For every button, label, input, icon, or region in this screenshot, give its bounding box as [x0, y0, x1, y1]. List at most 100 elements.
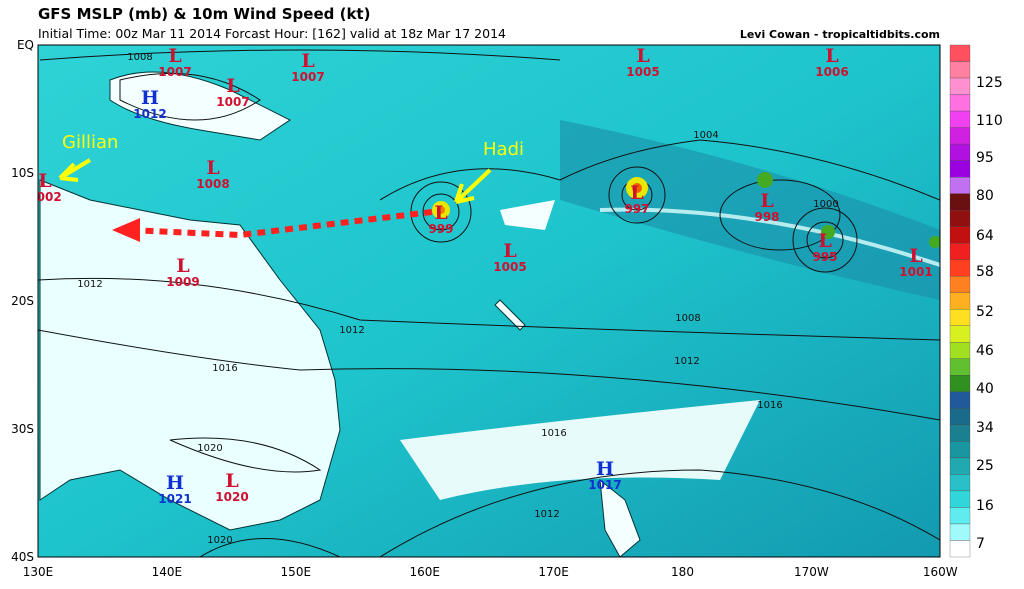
- isobar-label: 1008: [127, 52, 152, 63]
- center-symbol: L: [818, 230, 831, 252]
- center-symbol: L: [38, 170, 51, 192]
- colorbar-cell: [949, 127, 971, 145]
- colorbar-label: 52: [976, 304, 994, 320]
- lon-label: 160W: [923, 565, 958, 579]
- colorbar-cell: [949, 490, 971, 508]
- colorbar-cell: [949, 457, 971, 475]
- colorbar-cell: [949, 391, 971, 409]
- lon-label: 140E: [152, 565, 183, 579]
- colorbar-cell: [949, 160, 971, 178]
- colorbar-cell: [949, 210, 971, 227]
- center-symbol: L: [434, 202, 447, 224]
- isobar-label: 1012: [674, 356, 699, 367]
- label-gillian: Gillian: [62, 132, 118, 153]
- isobar-label: 1020: [197, 443, 222, 454]
- calm-area: [400, 400, 760, 500]
- colorbar-cell: [949, 358, 971, 376]
- isobar-label: 1004: [693, 130, 718, 141]
- island-calm: [500, 200, 555, 230]
- center-symbol: L: [503, 240, 516, 262]
- lon-label: 150E: [281, 565, 312, 579]
- colorbar-cell: [949, 176, 971, 194]
- center-symbol: H: [596, 458, 614, 480]
- lon-label: 180: [671, 565, 694, 579]
- isobar-label: 1016: [757, 400, 782, 411]
- lat-label: EQ: [17, 38, 34, 52]
- colorbar-label: 25: [976, 458, 994, 474]
- center-value: 1007: [158, 65, 191, 79]
- colorbar-cell: [949, 441, 971, 459]
- center-value: 1012: [133, 107, 166, 121]
- isobar-labels: 1008 1012 1012 1016 1020 1020 1004 1000 1008 1012…: [77, 52, 838, 546]
- lon-label: 170E: [538, 565, 569, 579]
- colorbar-label: 95: [976, 150, 994, 166]
- colorbar-cell: [949, 143, 971, 161]
- lon-label: 170W: [794, 565, 829, 579]
- isobar-label: 1012: [77, 279, 102, 290]
- colorbar-cell: [949, 94, 971, 112]
- colorbar-cell: [949, 77, 971, 95]
- colorbar-label: 34: [976, 420, 994, 436]
- wind-streak: [599, 207, 940, 267]
- wind-band: [560, 120, 940, 300]
- map-body: 1008 1012 1012 1016 1020 1020 1004 1000 1008 1012…: [28, 45, 940, 557]
- center-value: 997: [624, 202, 649, 216]
- colorbar-cell: [949, 325, 971, 343]
- colorbar-cell: [949, 424, 971, 442]
- center-value: 999: [428, 222, 453, 236]
- label-hadi: Hadi: [483, 139, 524, 160]
- center-symbol: L: [226, 75, 239, 97]
- center-symbol: L: [168, 45, 181, 67]
- colorbar-label: 16: [976, 498, 994, 514]
- colorbar-cell: [949, 259, 971, 277]
- new-caledonia: [494, 299, 526, 331]
- colorbar-cell: [949, 540, 971, 558]
- center-value: 1001: [899, 265, 932, 279]
- center-value: 1020: [215, 490, 248, 504]
- center-value: 1005: [493, 260, 526, 274]
- colorbar-cell: [949, 408, 971, 426]
- arrow-gillian: [58, 158, 92, 182]
- lat-label: 20S: [11, 294, 34, 308]
- title: GFS MSLP (mb) & 10m Wind Speed (kt): [38, 5, 370, 23]
- colorbar-cell: [949, 523, 971, 541]
- isobar-label: 1016: [541, 428, 566, 439]
- colorbar-cell: [949, 61, 971, 79]
- colorbar-cell: [949, 243, 971, 260]
- center-value: 1002: [28, 190, 61, 204]
- center-value: 1021: [158, 492, 191, 506]
- center-value: 1008: [196, 177, 229, 191]
- lon-label: 160E: [409, 565, 440, 579]
- center-symbol: L: [630, 182, 643, 204]
- colorbar-cell: [949, 342, 971, 359]
- isobar-label: 1020: [207, 535, 232, 546]
- track-arrow: [112, 218, 140, 242]
- colorbar-cell: [949, 507, 971, 525]
- colorbar-cell: [949, 110, 971, 128]
- colorbar-label: 46: [976, 343, 994, 359]
- colorbar-label: 58: [976, 264, 994, 280]
- storm-cores: [432, 172, 940, 248]
- lat-label: 30S: [11, 422, 34, 436]
- isobar-label: 1012: [534, 509, 559, 520]
- colorbar-cell: [949, 474, 971, 492]
- center-symbol: L: [636, 45, 649, 67]
- colorbar: 125 110 95 80 64 58 52 46 40 34 25 16 7: [949, 44, 1003, 558]
- center-value: 1007: [216, 95, 249, 109]
- center-symbol: L: [206, 157, 219, 179]
- colorbar-cell: [949, 193, 971, 211]
- colorbar-label: 125: [976, 75, 1003, 91]
- colorbar-label: 80: [976, 188, 994, 204]
- colorbar-cell: [949, 226, 971, 244]
- center-value: 1007: [291, 70, 324, 84]
- center-value: 1006: [815, 65, 848, 79]
- credit: Levi Cowan - tropicaltidbits.com: [740, 28, 940, 41]
- center-symbol: L: [909, 245, 922, 267]
- arrow-hadi: [454, 168, 492, 204]
- center-symbol: H: [141, 87, 159, 109]
- center-value: 995: [812, 250, 837, 264]
- lat-label: 10S: [11, 166, 34, 180]
- center-value: 1009: [166, 275, 199, 289]
